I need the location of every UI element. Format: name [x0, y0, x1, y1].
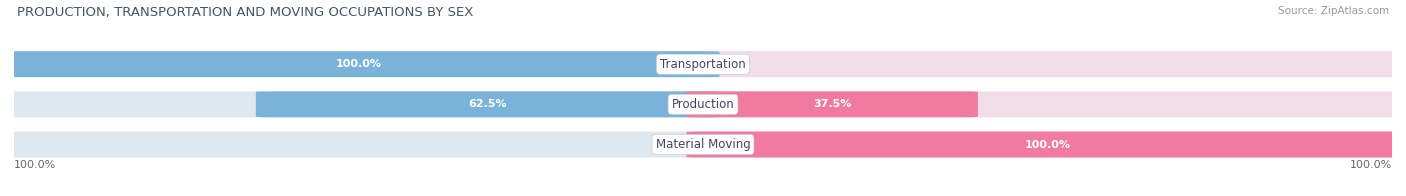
Text: 100.0%: 100.0%: [14, 160, 56, 170]
FancyBboxPatch shape: [686, 132, 1406, 157]
Text: 100.0%: 100.0%: [1350, 160, 1392, 170]
FancyBboxPatch shape: [0, 51, 724, 77]
Text: 100.0%: 100.0%: [336, 59, 381, 69]
FancyBboxPatch shape: [682, 132, 1406, 158]
Text: PRODUCTION, TRANSPORTATION AND MOVING OCCUPATIONS BY SEX: PRODUCTION, TRANSPORTATION AND MOVING OC…: [17, 6, 474, 19]
Text: Production: Production: [672, 98, 734, 111]
FancyBboxPatch shape: [682, 51, 1406, 77]
FancyBboxPatch shape: [0, 132, 724, 158]
Text: 62.5%: 62.5%: [468, 99, 508, 109]
FancyBboxPatch shape: [256, 91, 720, 117]
Text: 0.0%: 0.0%: [720, 59, 748, 69]
Text: 37.5%: 37.5%: [813, 99, 852, 109]
FancyBboxPatch shape: [0, 51, 720, 77]
FancyBboxPatch shape: [0, 91, 724, 117]
Text: Transportation: Transportation: [661, 58, 745, 71]
Text: 100.0%: 100.0%: [1025, 140, 1070, 150]
Text: Source: ZipAtlas.com: Source: ZipAtlas.com: [1278, 6, 1389, 16]
Text: 0.0%: 0.0%: [658, 140, 686, 150]
FancyBboxPatch shape: [682, 91, 1406, 117]
Text: Material Moving: Material Moving: [655, 138, 751, 151]
FancyBboxPatch shape: [686, 91, 979, 117]
